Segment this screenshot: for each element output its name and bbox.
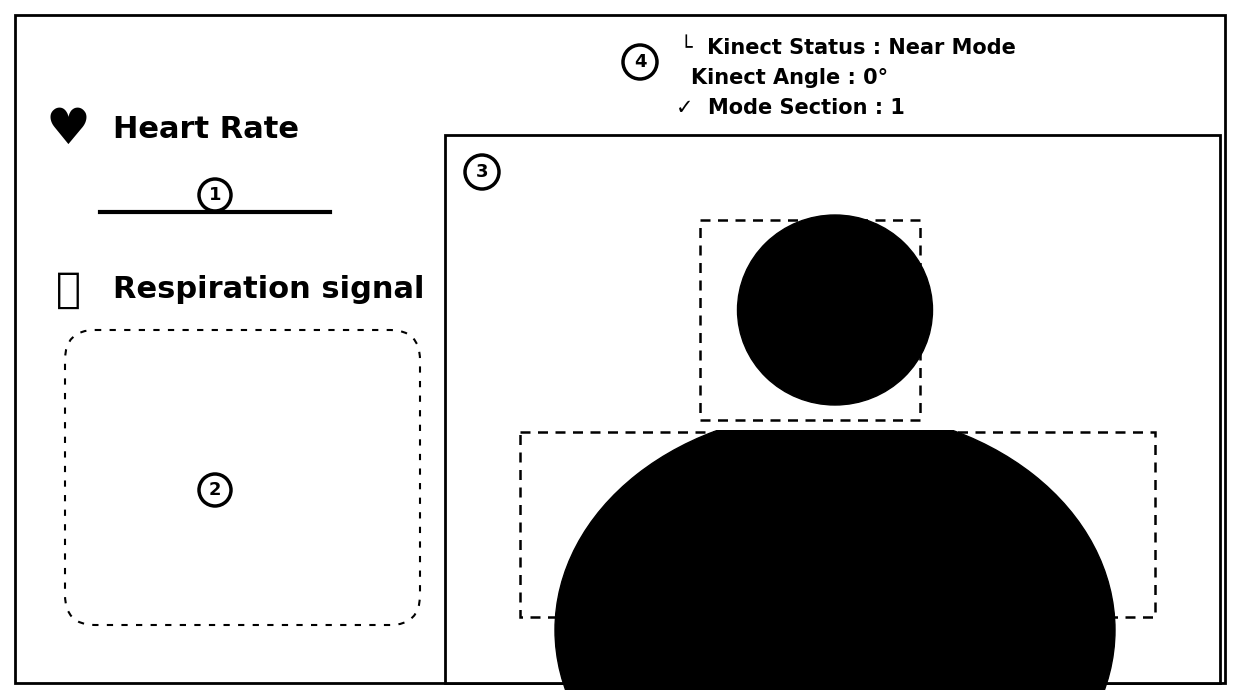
FancyBboxPatch shape bbox=[64, 330, 420, 625]
Text: 4: 4 bbox=[634, 53, 646, 71]
Text: Kinect Angle : 0°: Kinect Angle : 0° bbox=[692, 68, 889, 88]
Text: ♥: ♥ bbox=[46, 106, 91, 154]
Text: ⛹: ⛹ bbox=[56, 269, 81, 311]
Text: └  Kinect Status : Near Mode: └ Kinect Status : Near Mode bbox=[680, 38, 1016, 58]
Bar bbox=[450, 430, 1230, 690]
Bar bbox=[445, 135, 1220, 683]
Bar bbox=[520, 432, 1154, 617]
Text: ✓  Mode Section : 1: ✓ Mode Section : 1 bbox=[676, 98, 904, 118]
Ellipse shape bbox=[738, 215, 932, 405]
Text: 3: 3 bbox=[476, 163, 489, 181]
Text: Heart Rate: Heart Rate bbox=[113, 115, 299, 144]
Text: 1: 1 bbox=[208, 186, 221, 204]
Ellipse shape bbox=[556, 410, 1115, 698]
Text: 2: 2 bbox=[208, 481, 221, 499]
Text: Respiration signal: Respiration signal bbox=[113, 276, 424, 304]
Bar bbox=[701, 220, 920, 420]
